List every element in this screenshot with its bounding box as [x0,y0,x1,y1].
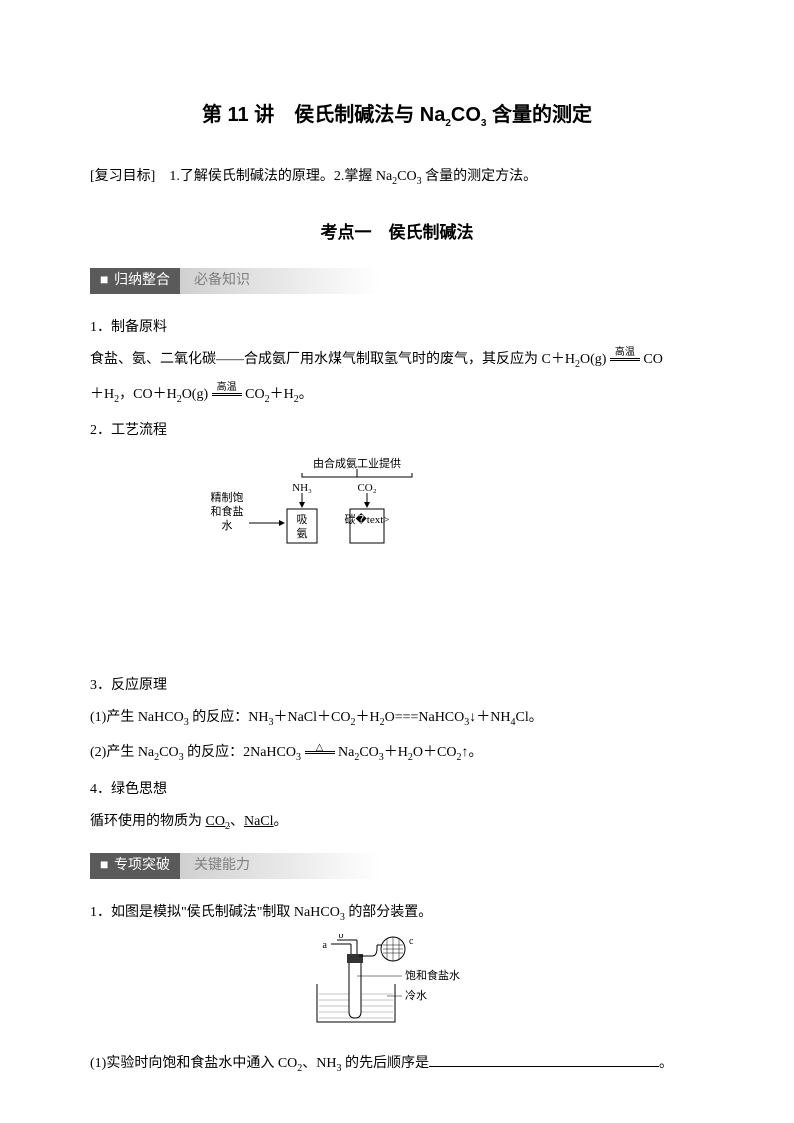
svg-text:b: b [339,934,344,941]
svg-text:NH₃: NH₃ [292,482,312,494]
review-goal: [复习目标] 1.了解侯氏制碱法的原理。2.掌握 Na2CO3 含量的测定方法。 [90,163,704,192]
svg-text:CO₂: CO₂ [357,482,376,494]
svg-text:冷水: 冷水 [405,989,427,1002]
heading-1: 1．制备原料 [90,314,704,342]
svg-text:和食盐: 和食盐 [211,504,244,518]
section-heading: 考点一 侯氏制碱法 [90,216,704,250]
heading-4: 4．绿色思想 [90,776,704,804]
heading-2: 2．工艺流程 [90,417,704,445]
reaction-1: (1)产生 NaHCO3 的反应：NH3＋NaCl＋CO2＋H2O===NaHC… [90,704,704,733]
raw-materials-text: 食盐、氨、二氧化碳——合成氨厂用水煤气制取氢气时的废气，其反应为 C＋H2O(g… [90,346,704,375]
process-flowchart: 由合成氨工业提供 NH₃ CO₂ 精制饱 和食盐 水 吸 氨 碳�text> 碳… [90,455,704,656]
svg-text:氨: 氨 [297,527,308,540]
banner-zhuanxiangtupo: ■专项突破 关键能力 [90,853,704,879]
heading-3: 3．反应原理 [90,672,704,700]
apparatus-diagram: a b c 饱和食盐水 冷水 [90,934,704,1040]
svg-text:水: 水 [222,519,233,532]
svg-text:吸: 吸 [297,514,308,526]
svg-text:饱和食盐水: 饱和食盐水 [405,968,460,982]
title-prefix: 第 11 讲 [202,104,274,126]
banner-guinazhenghe: ■归纳整合 必备知识 [90,268,704,294]
reaction-2: (2)产生 Na2CO3 的反应：2NaHCO3 △ Na2CO3＋H2O＋CO… [90,739,704,768]
answer-blank[interactable] [429,1053,659,1067]
exercise-1-intro: 1．如图是模拟"侯氏制碱法"制取 NaHCO3 的部分装置。 [90,899,704,928]
svg-text:a: a [323,940,328,951]
svg-text:c: c [409,936,414,947]
question-1: (1)实验时向饱和食盐水中通入 CO2、NH3 的先后顺序是。 [90,1050,704,1079]
green-chemistry: 循环使用的物质为 CO2、NaCl。 [90,808,704,837]
raw-materials-eq2: ＋H2，CO＋H2O(g) 高温 CO2＋H2。 [90,381,704,410]
svg-text:碳�text> 碳酸 化: 碳�text> 碳酸 化 过 滤 煅 烧 澄清 NaHCO₃ 沉淀 Na₂CO₃… [345,512,390,526]
page-title: 第 11 讲 侯氏制碱法与 Na2CO3 含量的测定 [90,95,704,135]
svg-text:由合成氨工业提供: 由合成氨工业提供 [313,456,401,470]
svg-text:精制饱: 精制饱 [211,490,244,504]
